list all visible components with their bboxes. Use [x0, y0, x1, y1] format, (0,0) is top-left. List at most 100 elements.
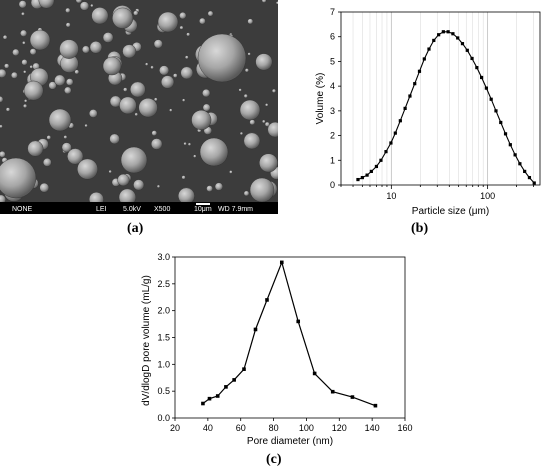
volume-series-line: [357, 31, 535, 184]
sem-particle: [63, 135, 68, 140]
sem-particle: [179, 25, 184, 30]
data-point: [215, 394, 220, 398]
sem-particle: [184, 55, 189, 60]
panel-label-a: (a): [127, 221, 144, 236]
sem-particle: [120, 146, 148, 174]
sem-particle: [0, 124, 3, 129]
data-point: [470, 56, 474, 61]
sem-particle: [138, 98, 158, 118]
x-tick-label: 100: [480, 191, 495, 201]
data-point: [499, 120, 503, 125]
sem-particle: [24, 99, 28, 103]
sem-particle: [102, 32, 114, 43]
data-point: [508, 143, 512, 147]
sem-particle: [20, 29, 28, 37]
y-axis-title: Volume (%): [315, 73, 326, 125]
sem-particle: [67, 148, 84, 165]
sem-particle: [239, 99, 261, 121]
data-point: [365, 173, 369, 177]
y-tick-label: 4: [330, 81, 335, 91]
sem-detector-mode: NONE: [12, 206, 33, 213]
sem-particle: [202, 103, 211, 112]
x-tick-label: 10: [386, 191, 396, 201]
sem-particle: [255, 53, 273, 71]
sem-particle: [21, 59, 28, 66]
sem-particle: [39, 182, 50, 193]
sem-particle: [151, 130, 158, 136]
sem-particle: [144, 62, 149, 66]
pore-size-chart: 0.0 0.5 1.0 1.5 2.0 2.5 3.0 20 40 60 80 100 120 140 16…: [141, 252, 413, 447]
sem-particle: [0, 157, 37, 199]
sem-particle: [169, 108, 173, 112]
sem-particle: [261, 0, 267, 3]
sem-particle: [123, 87, 128, 92]
data-point: [330, 389, 335, 394]
sem-scale-bar: [196, 203, 210, 205]
sem-particle: [54, 74, 66, 86]
sem-particle: [249, 177, 275, 203]
sem-particle: [187, 142, 192, 147]
sem-particle: [247, 18, 254, 25]
sem-particle: [5, 107, 11, 112]
sem-particle: [239, 131, 244, 136]
sem-particle: [133, 179, 145, 191]
sem-particle: [197, 33, 247, 83]
y-tick-label: 2.0: [157, 306, 170, 316]
y-tick-label: 3: [330, 106, 335, 116]
sem-particle: [90, 3, 94, 8]
particle-size-chart: 0 1 2 3 4 5 6 7 10 100 Particle size (μm) Volume (%…: [315, 7, 541, 217]
data-point: [480, 75, 484, 80]
x-tick-label: 140: [365, 423, 380, 433]
data-point: [408, 94, 412, 98]
data-point: [312, 371, 317, 376]
data-point: [417, 69, 422, 73]
sem-particle: [134, 112, 139, 117]
sem-particle: [249, 119, 256, 126]
data-point: [379, 158, 383, 162]
pore-volume-series-line: [202, 260, 376, 407]
sem-particle: [179, 12, 187, 20]
y-tick-label: 2: [330, 131, 335, 141]
data-point: [441, 30, 445, 34]
sem-particle: [247, 52, 251, 56]
sem-particle: [102, 56, 122, 76]
sem-particle: [191, 109, 212, 130]
sem-particle: [21, 11, 25, 16]
sem-particle: [112, 7, 134, 29]
sem-particle: [38, 0, 55, 9]
y-tick-label: 1: [330, 155, 335, 165]
sem-particle: [89, 41, 103, 54]
y-tick-label: 7: [330, 7, 335, 17]
sem-particle: [48, 108, 72, 132]
data-point: [527, 175, 532, 180]
sem-particle: [259, 153, 278, 173]
sem-particle: [0, 96, 4, 103]
sem-particle: [29, 29, 51, 51]
sem-particle: [199, 17, 206, 25]
sem-particle: [243, 93, 248, 99]
sem-particle: [109, 133, 120, 145]
plot-frame: [340, 11, 541, 186]
sem-particle: [202, 88, 211, 98]
data-point: [265, 298, 269, 302]
sem-particle: [59, 39, 79, 59]
sem-particle: [264, 121, 270, 127]
sem-particle: [177, 187, 195, 205]
data-point: [446, 30, 450, 34]
sem-particle: [84, 123, 88, 128]
data-point: [360, 175, 364, 180]
y-tick-label: 5: [330, 56, 335, 66]
sem-magnification: X500: [154, 206, 170, 213]
data-point: [393, 131, 397, 135]
panel-label-b: (b): [411, 221, 428, 236]
sem-particle: [159, 65, 170, 76]
sem-particle: [119, 96, 137, 115]
sem-particle: [156, 184, 161, 189]
sem-particle: [65, 22, 71, 28]
data-point: [356, 177, 360, 182]
sem-particle: [261, 119, 266, 124]
data-point: [374, 164, 379, 169]
x-axis-title: Particle size (μm): [412, 206, 489, 217]
sem-particle: [23, 80, 44, 101]
sem-particle: [27, 140, 44, 157]
